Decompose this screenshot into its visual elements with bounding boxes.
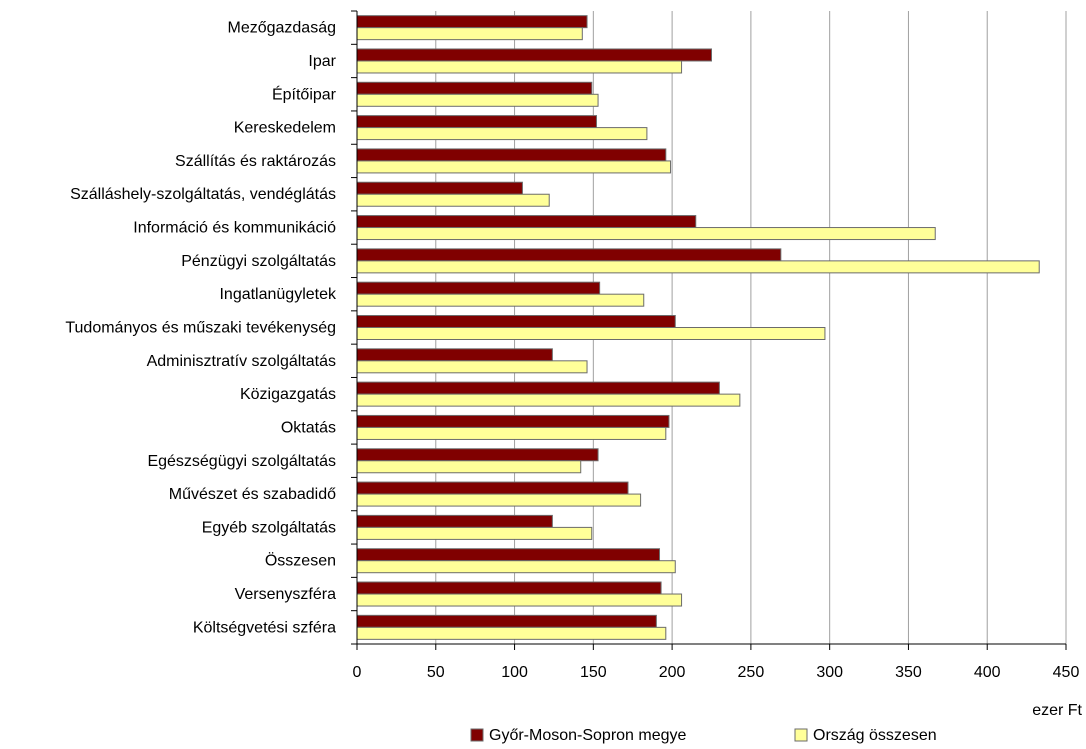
bar-gyor-moson-sopron	[356, 514, 553, 528]
bar-gyor-moson-sopron	[356, 414, 670, 428]
axes-group	[351, 10, 1067, 650]
category-label: Mezőgazdaság	[227, 20, 336, 37]
x-tick-label: 0	[353, 664, 362, 681]
x-tick-labels-group: 0 50 100 150 200 250 300 350 400 450	[353, 664, 1080, 681]
bar-gyor-moson-sopron	[356, 181, 523, 195]
bar-orszag-osszesen	[356, 626, 667, 640]
category-label: Szálláshely-szolgáltatás, vendéglátás	[70, 186, 336, 203]
bar-orszag-osszesen	[356, 60, 683, 74]
bar-gyor-moson-sopron	[356, 315, 676, 328]
bar-orszag-osszesen	[356, 560, 676, 574]
category-label: Egyéb szolgáltatás	[202, 519, 336, 536]
bar-orszag-osszesen	[356, 227, 936, 241]
bar-orszag-osszesen	[356, 293, 645, 307]
bar-gyor-moson-sopron	[356, 548, 661, 562]
x-tick-label: 350	[895, 664, 922, 681]
bar-gyor-moson-sopron	[356, 81, 593, 95]
x-tick-label: 100	[501, 664, 528, 681]
bar-gyor-moson-sopron	[356, 481, 629, 495]
legend-swatch	[470, 728, 484, 742]
x-tick-label: 150	[580, 664, 607, 681]
legend-label: Ország összesen	[813, 727, 937, 744]
x-tick-label: 250	[738, 664, 765, 681]
x-tick-label: 300	[816, 664, 843, 681]
category-label: Tudományos és műszaki tevékenység	[65, 320, 336, 337]
bar-gyor-moson-sopron	[356, 115, 597, 129]
bar-orszag-osszesen	[356, 360, 588, 374]
category-label: Adminisztratív szolgáltatás	[147, 353, 336, 370]
legend-label: Győr-Moson-Sopron megye	[489, 727, 687, 744]
category-label: Információ és kommunikáció	[133, 220, 336, 237]
x-tick-label: 450	[1053, 664, 1080, 681]
bar-gyor-moson-sopron	[356, 248, 782, 262]
bar-orszag-osszesen	[356, 327, 826, 340]
category-label: Kereskedelem	[234, 120, 336, 137]
bar-orszag-osszesen	[356, 526, 593, 540]
bar-orszag-osszesen	[356, 426, 667, 440]
category-label: Művészet és szabadidő	[169, 486, 336, 503]
bar-gyor-moson-sopron	[356, 215, 697, 229]
bar-orszag-osszesen	[356, 193, 550, 207]
bar-gyor-moson-sopron	[356, 281, 601, 295]
category-label: Oktatás	[281, 419, 336, 436]
bar-orszag-osszesen	[356, 93, 599, 107]
category-label: Versenyszféra	[235, 586, 336, 603]
bar-orszag-osszesen	[356, 260, 1040, 274]
category-label: Építőipar	[272, 84, 337, 103]
bars-group	[356, 15, 1040, 640]
legend: Győr-Moson-Sopron megye Ország összesen	[470, 727, 937, 744]
x-axis-label: ezer Ft	[1032, 702, 1082, 719]
bar-orszag-osszesen	[356, 27, 583, 41]
category-label: Összesen	[265, 552, 336, 570]
category-label: Ipar	[308, 53, 336, 70]
bar-orszag-osszesen	[356, 393, 741, 407]
bar-gyor-moson-sopron	[356, 148, 667, 162]
bar-orszag-osszesen	[356, 160, 672, 174]
bar-gyor-moson-sopron	[356, 614, 657, 628]
category-label: Szállítás és raktározás	[175, 153, 336, 170]
bar-orszag-osszesen	[356, 493, 642, 507]
bar-orszag-osszesen	[356, 593, 683, 607]
bar-gyor-moson-sopron	[356, 448, 599, 462]
legend-swatch	[794, 728, 808, 742]
x-tick-label: 400	[974, 664, 1001, 681]
category-label: Pénzügyi szolgáltatás	[181, 253, 336, 270]
x-tick-label: 200	[659, 664, 686, 681]
category-label: Költségvetési szféra	[193, 619, 336, 636]
bar-gyor-moson-sopron	[356, 348, 553, 362]
bar-gyor-moson-sopron	[356, 48, 712, 62]
category-label: Közigazgatás	[240, 386, 336, 403]
bar-gyor-moson-sopron	[356, 581, 662, 595]
bar-orszag-osszesen	[356, 127, 648, 141]
category-label: Ingatlanügyletek	[219, 286, 337, 303]
category-label: Egészségügyi szolgáltatás	[147, 453, 336, 470]
bar-gyor-moson-sopron	[356, 381, 720, 395]
category-labels-group: Mezőgazdaság Ipar Építőipar Kereskedelem Szá…	[65, 20, 337, 637]
x-tick-label: 50	[427, 664, 445, 681]
bar-orszag-osszesen	[356, 460, 582, 474]
bar-gyor-moson-sopron	[356, 15, 588, 29]
